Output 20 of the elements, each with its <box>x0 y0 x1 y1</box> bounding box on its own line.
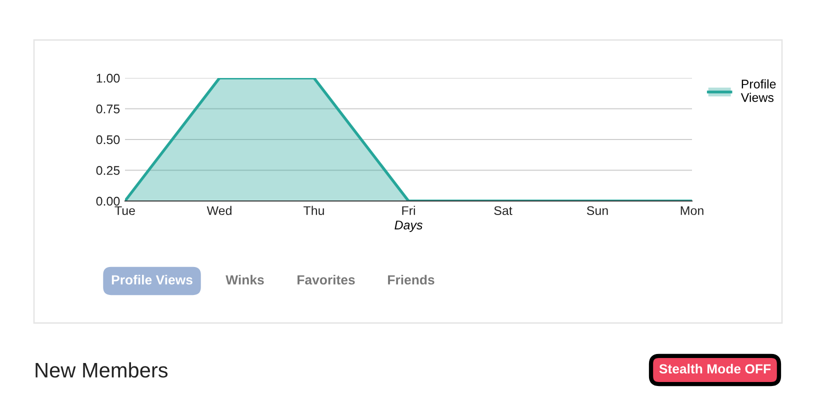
y-tick-label: 0.25 <box>96 166 120 175</box>
y-tick-label: 1.00 <box>96 74 120 83</box>
x-tick-label: Thu <box>304 206 324 216</box>
x-tick-label: Tue <box>114 206 135 216</box>
text: Friends <box>388 274 434 285</box>
text: Favorites <box>298 274 355 285</box>
text: Stealth Mode OFF <box>659 364 771 374</box>
x-tick-label: Fri <box>402 206 415 215</box>
text: New Members <box>36 362 168 378</box>
x-tick-label: Wed <box>206 206 232 216</box>
x-axis-title: Days <box>394 220 422 232</box>
text: Winks <box>226 274 264 285</box>
text: Profile Views <box>112 274 192 285</box>
legend-label: Profile Views <box>740 79 776 102</box>
x-tick-label: Sun <box>586 206 608 216</box>
x-tick-label: Sat <box>494 206 512 216</box>
y-tick-label: 0.50 <box>96 135 120 144</box>
y-tick-label: 0.75 <box>96 104 120 114</box>
y-tick-label: 0.00 <box>96 196 120 206</box>
x-tick-label: Mon <box>680 206 704 216</box>
